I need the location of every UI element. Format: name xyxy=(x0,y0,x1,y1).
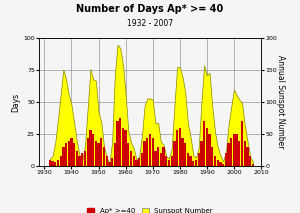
Bar xyxy=(190,156,192,166)
Text: Number of Days Ap* >= 40: Number of Days Ap* >= 40 xyxy=(76,4,224,14)
Bar xyxy=(81,153,83,166)
Bar xyxy=(92,134,94,166)
Bar xyxy=(103,147,105,166)
Bar xyxy=(181,138,184,166)
Bar xyxy=(160,153,162,166)
Bar xyxy=(122,128,124,166)
Bar xyxy=(236,134,238,166)
Bar xyxy=(98,143,100,166)
Bar xyxy=(68,141,70,166)
Bar xyxy=(62,147,64,166)
Bar xyxy=(138,158,140,166)
Bar xyxy=(54,162,56,166)
Bar xyxy=(230,138,232,166)
Bar xyxy=(76,151,78,166)
Bar xyxy=(187,153,189,166)
Bar xyxy=(184,143,186,166)
Bar xyxy=(124,130,127,166)
Bar xyxy=(162,147,165,166)
Bar xyxy=(141,153,143,166)
Bar xyxy=(146,138,148,166)
Bar xyxy=(73,143,75,166)
Bar xyxy=(84,151,86,166)
Bar xyxy=(49,160,51,166)
Bar xyxy=(249,156,251,166)
Bar xyxy=(222,164,224,166)
Bar xyxy=(143,141,146,166)
Bar xyxy=(227,143,230,166)
Bar xyxy=(225,153,227,166)
Bar xyxy=(89,130,92,166)
Bar xyxy=(198,153,200,166)
Bar xyxy=(79,156,81,166)
Bar xyxy=(130,151,132,166)
Bar xyxy=(106,156,108,166)
Bar xyxy=(233,134,235,166)
Bar xyxy=(95,141,97,166)
Bar xyxy=(173,141,176,166)
Bar xyxy=(100,138,102,166)
Bar xyxy=(87,138,89,166)
Bar xyxy=(217,160,219,166)
Bar xyxy=(59,156,62,166)
Bar xyxy=(206,128,208,166)
Bar xyxy=(165,156,167,166)
Bar xyxy=(65,143,67,166)
Bar xyxy=(57,160,59,166)
Bar xyxy=(51,161,54,166)
Bar xyxy=(157,147,159,166)
Bar xyxy=(170,156,173,166)
Text: 1932 - 2007: 1932 - 2007 xyxy=(127,19,173,28)
Bar xyxy=(208,134,211,166)
Bar xyxy=(195,160,197,166)
Bar xyxy=(192,161,194,166)
Bar xyxy=(200,141,202,166)
Bar xyxy=(135,160,138,166)
Bar xyxy=(114,143,116,166)
Bar xyxy=(116,121,119,166)
Bar xyxy=(244,141,246,166)
Bar xyxy=(219,162,221,166)
Bar xyxy=(241,121,243,166)
Bar xyxy=(154,151,157,166)
Bar xyxy=(149,134,151,166)
Bar xyxy=(119,118,122,166)
Bar xyxy=(252,164,254,166)
Bar xyxy=(178,128,181,166)
Bar xyxy=(111,158,113,166)
Legend: Ap* >=40, Sunspot Number: Ap* >=40, Sunspot Number xyxy=(84,205,216,213)
Bar xyxy=(133,156,135,166)
Y-axis label: Annual Sunspot Number: Annual Sunspot Number xyxy=(276,56,285,149)
Bar xyxy=(246,147,249,166)
Bar xyxy=(176,130,178,166)
Bar xyxy=(211,147,213,166)
Bar xyxy=(168,160,170,166)
Y-axis label: Days: Days xyxy=(11,93,20,112)
Bar xyxy=(108,162,110,166)
Bar xyxy=(127,143,130,166)
Bar xyxy=(70,138,73,166)
Bar xyxy=(214,156,216,166)
Bar xyxy=(152,138,154,166)
Bar xyxy=(203,121,205,166)
Bar xyxy=(238,141,241,166)
